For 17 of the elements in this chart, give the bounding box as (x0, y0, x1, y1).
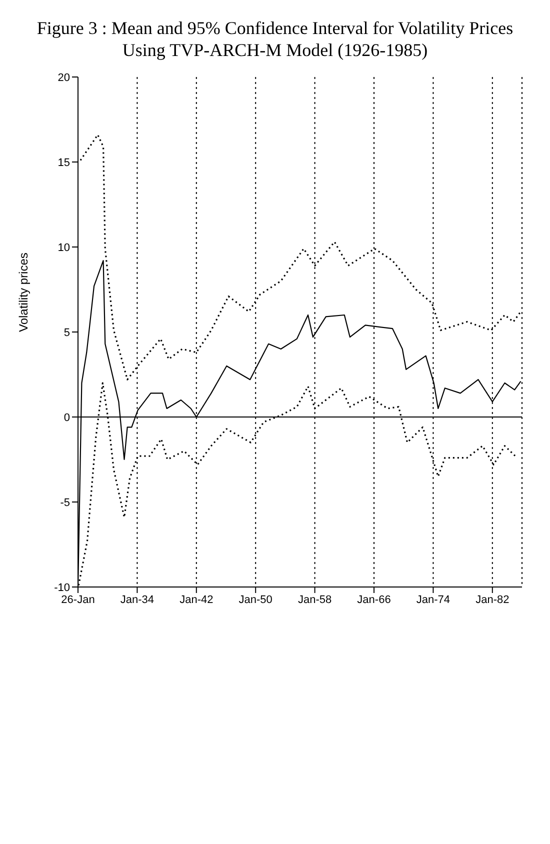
x-tick-label: Jan-74 (416, 594, 450, 606)
x-tick-label: Jan-50 (238, 594, 272, 606)
y-tick-label: 5 (64, 327, 70, 340)
y-axis-title: Volatility prices (16, 252, 30, 332)
y-tick-label: -10 (54, 582, 70, 594)
x-tick-label: Jan-34 (120, 594, 154, 606)
y-tick-label: 0 (64, 412, 70, 424)
x-tick-label: Jan-42 (180, 594, 214, 606)
y-tick-label: 20 (58, 72, 70, 84)
y-tick-label: -5 (60, 497, 70, 510)
x-tick-label: Jan-58 (298, 594, 332, 606)
x-tick-label: Jan-66 (357, 594, 391, 606)
y-tick-label: 10 (58, 242, 70, 254)
x-tick-label: Jan-82 (476, 594, 510, 606)
chart-title: Figure 3 : Mean and 95% Confidence Interval for Volatility Prices Using TVP-ARCH-M Model (1926-1985) (36, 17, 514, 62)
x-tick-label: 26-Jan (61, 594, 95, 606)
y-tick-label: 15 (58, 157, 70, 170)
